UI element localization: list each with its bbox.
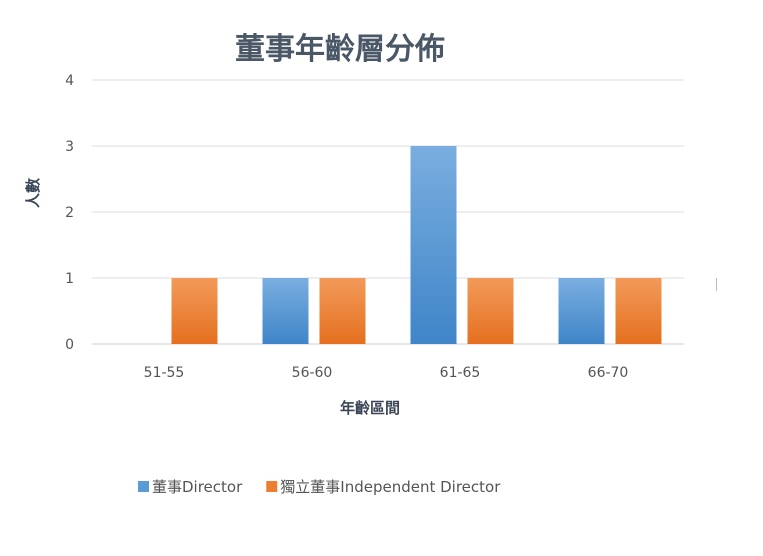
x-tick-label: 66-70 xyxy=(588,365,629,381)
bar-director-56-60 xyxy=(262,278,309,344)
legend-swatch xyxy=(266,481,278,492)
legend-label: 董事Director xyxy=(152,478,243,496)
legend: 董事Director 獨立董事Independent Director xyxy=(138,478,501,496)
y-tick-labels: 0 1 2 3 4 xyxy=(65,73,74,353)
y-tick-label: 3 xyxy=(65,139,74,155)
y-tick-label: 2 xyxy=(65,205,74,221)
bar-independent-director-51-55 xyxy=(171,278,218,344)
legend-label: 獨立董事Independent Director xyxy=(280,478,501,496)
bar-director-66-70 xyxy=(558,278,605,344)
bar-independent-director-61-65 xyxy=(467,278,514,344)
y-axis-title: 人數 xyxy=(24,178,42,208)
edge-mark xyxy=(716,278,717,291)
x-tick-labels: 51-55 56-60 61-65 66-70 xyxy=(144,365,629,381)
y-tick-label: 1 xyxy=(65,271,74,287)
y-tick-label: 4 xyxy=(65,73,74,89)
bars xyxy=(171,146,662,344)
x-tick-label: 51-55 xyxy=(144,365,185,381)
bar-independent-director-66-70 xyxy=(615,278,662,344)
legend-swatch xyxy=(138,481,149,492)
bar-independent-director-56-60 xyxy=(319,278,366,344)
x-tick-label: 61-65 xyxy=(440,365,481,381)
chart-title: 董事年齡層分佈 xyxy=(235,32,445,67)
x-tick-label: 56-60 xyxy=(292,365,333,381)
y-tick-label: 0 xyxy=(65,337,74,353)
x-axis-title: 年齡區間 xyxy=(340,399,400,417)
bar-director-61-65 xyxy=(410,146,457,344)
